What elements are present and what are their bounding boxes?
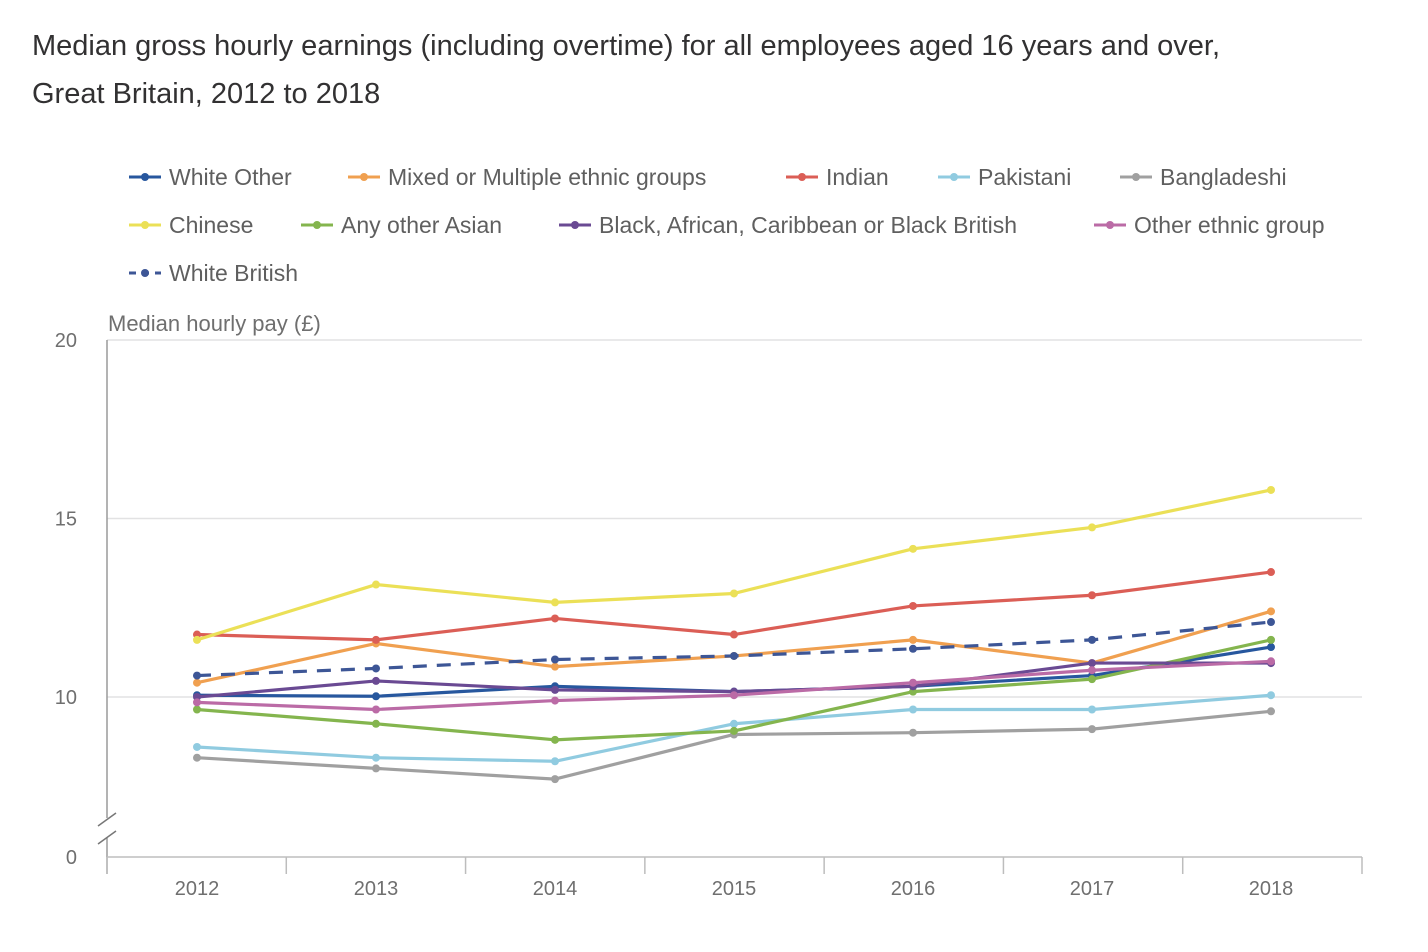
data-point-white-british <box>372 664 380 673</box>
series-line-indian <box>196 570 1272 642</box>
data-point-other-ethnic-group <box>551 696 559 705</box>
legend-marker-any-other-asian[interactable] <box>313 221 321 229</box>
y-tick-label: 15 <box>55 509 77 531</box>
data-point-indian <box>909 601 917 610</box>
data-point-any-other-asian <box>551 735 559 744</box>
data-point-other-ethnic-group <box>1267 657 1275 666</box>
legend-marker-other-ethnic-group[interactable] <box>1106 221 1114 229</box>
data-point-indian <box>1088 591 1096 600</box>
legend-marker-indian[interactable] <box>798 173 806 181</box>
x-tick-label: 2016 <box>891 878 936 900</box>
legend-label-bangladeshi[interactable]: Bangladeshi <box>1160 164 1287 190</box>
data-point-pakistani <box>1088 705 1096 714</box>
data-point-other-ethnic-group <box>372 705 380 714</box>
data-point-pakistani <box>730 719 738 728</box>
x-tick-label: 2013 <box>354 878 399 900</box>
legend-label-white-other[interactable]: White Other <box>169 164 292 190</box>
legend-marker-pakistani[interactable] <box>950 173 958 181</box>
x-tick-label: 2012 <box>175 878 220 900</box>
data-point-other-ethnic-group <box>730 691 738 700</box>
data-point-white-british <box>193 671 201 680</box>
data-point-indian <box>551 614 559 623</box>
legend-label-pakistani[interactable]: Pakistani <box>978 164 1071 190</box>
data-point-indian <box>372 635 380 644</box>
data-point-black-african-caribbean-or-black-british <box>1088 659 1096 668</box>
data-point-chinese <box>372 580 380 589</box>
data-point-chinese <box>193 635 201 644</box>
series-line-other-ethnic-group <box>196 659 1272 712</box>
data-point-pakistani <box>909 705 917 714</box>
data-point-black-african-caribbean-or-black-british <box>551 685 559 694</box>
data-point-pakistani <box>193 742 201 751</box>
x-tick-label: 2014 <box>533 878 578 900</box>
axis-break-mark <box>97 830 117 845</box>
legend-marker-white-british[interactable] <box>141 269 149 277</box>
legend-label-chinese[interactable]: Chinese <box>169 212 253 238</box>
data-point-mixed-or-multiple-ethnic-groups <box>1267 607 1275 616</box>
data-point-indian <box>1267 568 1275 577</box>
data-point-mixed-or-multiple-ethnic-groups <box>193 678 201 687</box>
legend-label-indian[interactable]: Indian <box>826 164 889 190</box>
legend-label-mixed-or-multiple-ethnic-groups[interactable]: Mixed or Multiple ethnic groups <box>388 164 706 190</box>
data-point-white-british <box>551 655 559 664</box>
data-point-white-british <box>909 644 917 653</box>
data-point-any-other-asian <box>1267 635 1275 644</box>
data-point-other-ethnic-group <box>193 698 201 707</box>
chart-title: Median gross hourly earnings (including … <box>32 30 1221 110</box>
data-point-bangladeshi <box>372 764 380 773</box>
data-point-pakistani <box>551 757 559 766</box>
data-point-white-british <box>1267 618 1275 627</box>
data-point-chinese <box>1267 485 1275 494</box>
data-point-bangladeshi <box>1267 707 1275 716</box>
data-point-indian <box>730 630 738 639</box>
data-point-mixed-or-multiple-ethnic-groups <box>551 662 559 671</box>
legend-label-black-african-caribbean-or-black-british[interactable]: Black, African, Caribbean or Black Briti… <box>599 212 1017 238</box>
y-tick-label: 0 <box>66 847 77 869</box>
data-point-chinese <box>730 589 738 598</box>
data-point-any-other-asian <box>1088 675 1096 684</box>
data-point-chinese <box>909 544 917 553</box>
data-point-white-other <box>1267 643 1275 652</box>
legend-marker-mixed-or-multiple-ethnic-groups[interactable] <box>360 173 368 181</box>
y-axis-label: Median hourly pay (£) <box>108 311 321 336</box>
data-point-other-ethnic-group <box>909 678 917 687</box>
legend-marker-chinese[interactable] <box>141 221 149 229</box>
y-tick-label: 10 <box>55 687 77 709</box>
data-point-mixed-or-multiple-ethnic-groups <box>909 635 917 644</box>
legend-label-any-other-asian[interactable]: Any other Asian <box>341 212 502 238</box>
data-point-pakistani <box>1267 691 1275 700</box>
series-line-chinese <box>196 488 1272 642</box>
data-point-any-other-asian <box>372 719 380 728</box>
axis-break-mark <box>97 812 117 827</box>
data-point-white-british <box>730 651 738 660</box>
data-point-white-other <box>372 692 380 701</box>
data-point-bangladeshi <box>193 753 201 762</box>
legend-marker-black-african-caribbean-or-black-british[interactable] <box>571 221 579 229</box>
data-point-white-british <box>1088 635 1096 644</box>
data-point-any-other-asian <box>193 705 201 714</box>
data-point-chinese <box>551 598 559 607</box>
legend-marker-bangladeshi[interactable] <box>1132 173 1140 181</box>
data-point-bangladeshi <box>551 775 559 784</box>
x-tick-label: 2017 <box>1070 878 1115 900</box>
legend-label-white-british[interactable]: White British <box>169 260 298 286</box>
data-point-any-other-asian <box>730 726 738 735</box>
x-tick-label: 2015 <box>712 878 757 900</box>
x-tick-label: 2018 <box>1249 878 1294 900</box>
data-point-chinese <box>1088 523 1096 532</box>
data-point-bangladeshi <box>1088 725 1096 734</box>
legend-label-other-ethnic-group[interactable]: Other ethnic group <box>1134 212 1325 238</box>
legend-marker-white-other[interactable] <box>141 173 149 181</box>
data-point-bangladeshi <box>909 728 917 737</box>
data-point-other-ethnic-group <box>1088 666 1096 675</box>
data-point-pakistani <box>372 753 380 762</box>
data-point-black-african-caribbean-or-black-british <box>372 676 380 685</box>
y-tick-label: 20 <box>55 330 77 352</box>
